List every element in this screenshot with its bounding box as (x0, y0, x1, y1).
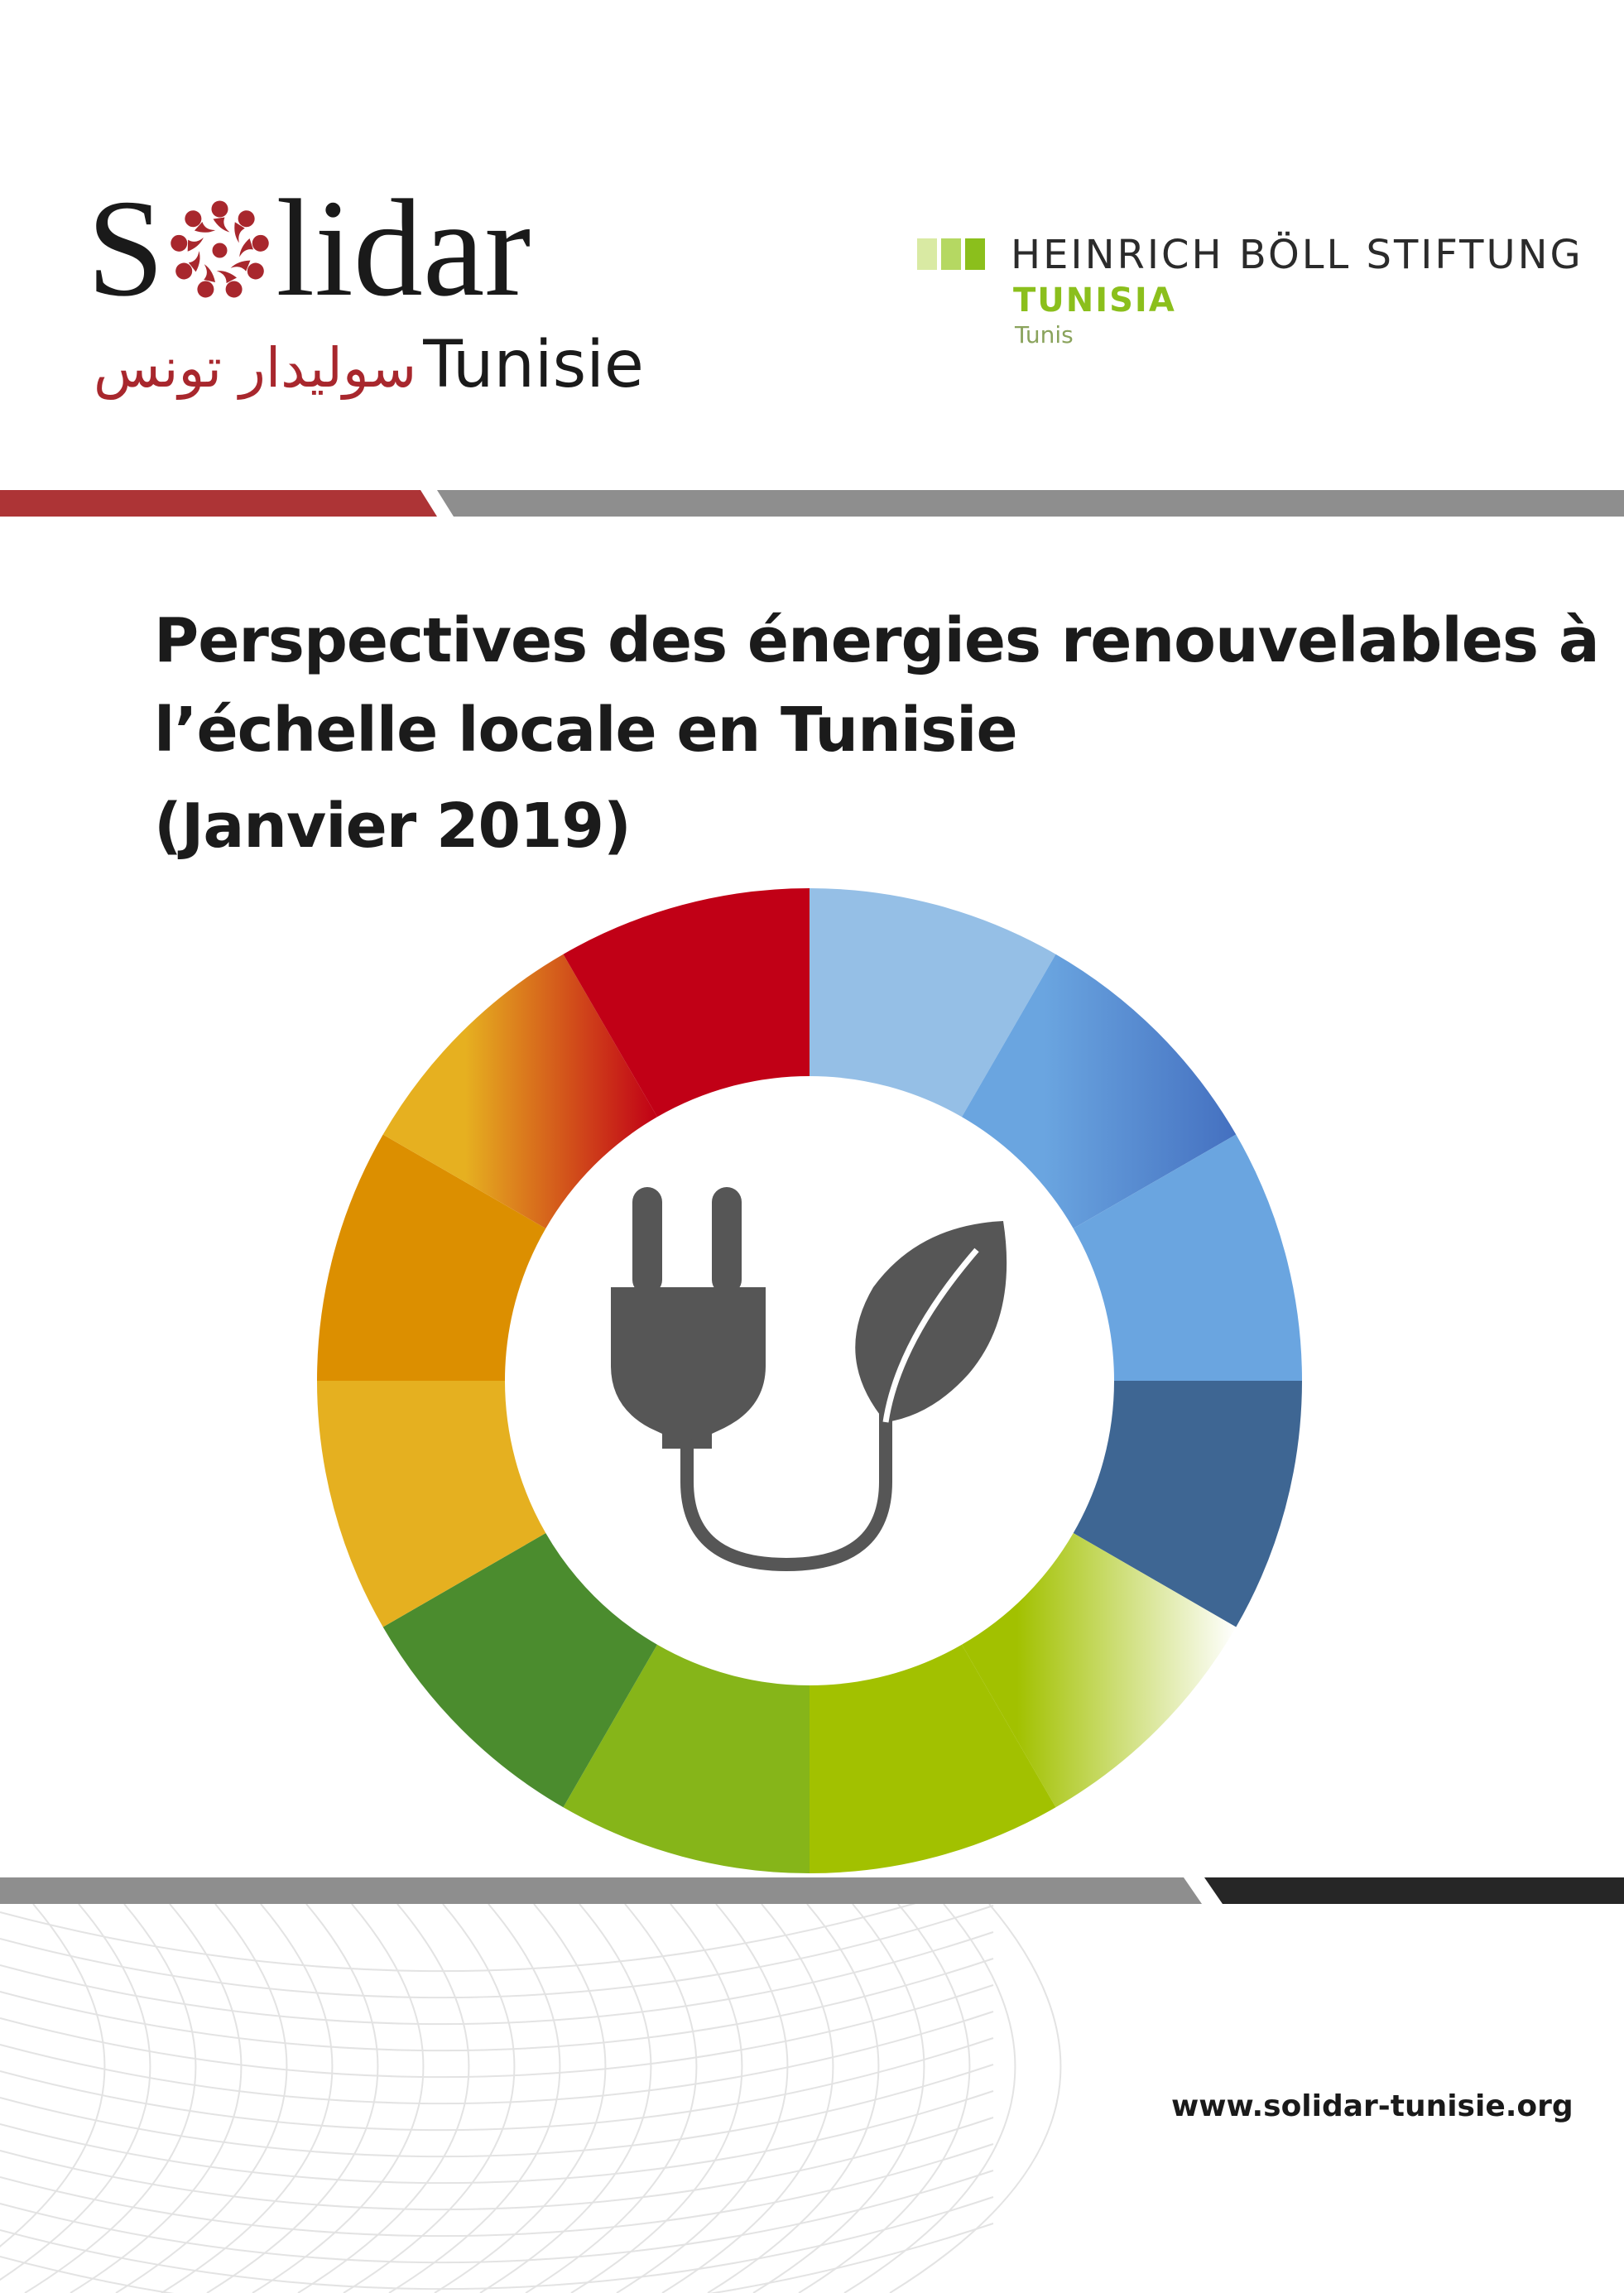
title-date: (Janvier 2019) (154, 791, 632, 862)
mesh-line (0, 2170, 994, 2264)
mesh-line (798, 1904, 971, 2293)
solidar-wordmark-rest: lidar (276, 171, 531, 325)
hbs-country: TUNISIA (1013, 281, 1176, 320)
bottom-bar-black (1204, 1877, 1624, 1904)
ring-segment (317, 1381, 546, 1627)
solidar-arabic-name: سوليدار تونس (94, 336, 417, 400)
mesh-line (0, 1904, 106, 2247)
mesh-line (0, 2196, 994, 2291)
mesh-line (388, 1904, 561, 2293)
document-title: Perspectives des énergies renouvelables … (154, 596, 1600, 871)
heinrich-boll-logo: HEINRICH BÖLL STIFTUNG TUNISIA Tunis (917, 232, 1581, 356)
mesh-line (525, 1904, 698, 2293)
mesh-line (0, 1931, 994, 2026)
solidar-subtitle: سوليدار تونس Tunisie (94, 327, 644, 402)
mesh-line (479, 1904, 652, 2293)
mesh-line (707, 1904, 880, 2293)
mesh-line (889, 1904, 1062, 2293)
mesh-line (343, 1904, 516, 2293)
top-bar-gray (437, 490, 1624, 517)
mesh-line (0, 1984, 994, 2079)
solidar-wordmark: S (87, 178, 531, 319)
ring-segment (962, 1533, 1237, 1808)
mesh-line (70, 1904, 243, 2293)
mesh-line (297, 1904, 470, 2293)
mesh-line (0, 2090, 994, 2185)
website-url: www.solidar-tunisie.org (1171, 2089, 1574, 2123)
solidar-logo: S (87, 178, 666, 402)
mesh-line (0, 1904, 916, 1973)
mesh-line (0, 2117, 994, 2211)
leaf-icon (855, 1221, 1007, 1423)
ring-segment (1073, 1134, 1302, 1381)
mesh-line (434, 1904, 607, 2293)
top-bar-red (0, 490, 437, 517)
hbs-squares-icon (917, 238, 985, 270)
mesh-line (616, 1904, 789, 2293)
mesh-line (0, 2223, 994, 2293)
mesh-line (570, 1904, 743, 2293)
solidar-wordmark-s: S (87, 171, 165, 325)
solidar-country: Tunisie (423, 328, 644, 402)
cable-icon (680, 1401, 892, 1572)
people-circle-icon (164, 178, 276, 319)
mesh-line (0, 2037, 994, 2132)
decorative-mesh (0, 1904, 1062, 2293)
energy-ring (317, 888, 1302, 1873)
mesh-line (206, 1904, 379, 2293)
mesh-line (0, 2011, 994, 2105)
header: S (0, 0, 1624, 488)
hbs-title: HEINRICH BÖLL STIFTUNG (1011, 232, 1583, 278)
plug-icon (611, 1187, 766, 1449)
mesh-line (0, 2064, 994, 2158)
bottom-bar-gray (0, 1877, 1202, 1904)
ring-segment (563, 1644, 810, 1873)
ring-segment (962, 954, 1237, 1228)
ring-segment (382, 1533, 657, 1808)
mesh-line (0, 1958, 994, 2052)
mesh-line (0, 1905, 994, 1999)
mesh-line (752, 1904, 925, 2293)
ring-segment (810, 1644, 1056, 1873)
mesh-line (161, 1904, 334, 2293)
mesh-line (252, 1904, 425, 2293)
title-line-2: l’échelle locale en Tunisie (154, 695, 1018, 766)
ring-segment (1073, 1381, 1302, 1627)
ring-segment (382, 954, 657, 1228)
mesh-line (661, 1904, 834, 2293)
hbs-city: Tunis (1015, 321, 1074, 349)
mesh-line (0, 2143, 994, 2238)
ring-segment (317, 1134, 546, 1381)
ring-segment (810, 888, 1056, 1118)
mesh-line (843, 1904, 1016, 2293)
title-line-1: Perspectives des énergies renouvelables … (154, 605, 1600, 676)
mesh-line (24, 1904, 197, 2293)
ring-segment (563, 888, 810, 1118)
